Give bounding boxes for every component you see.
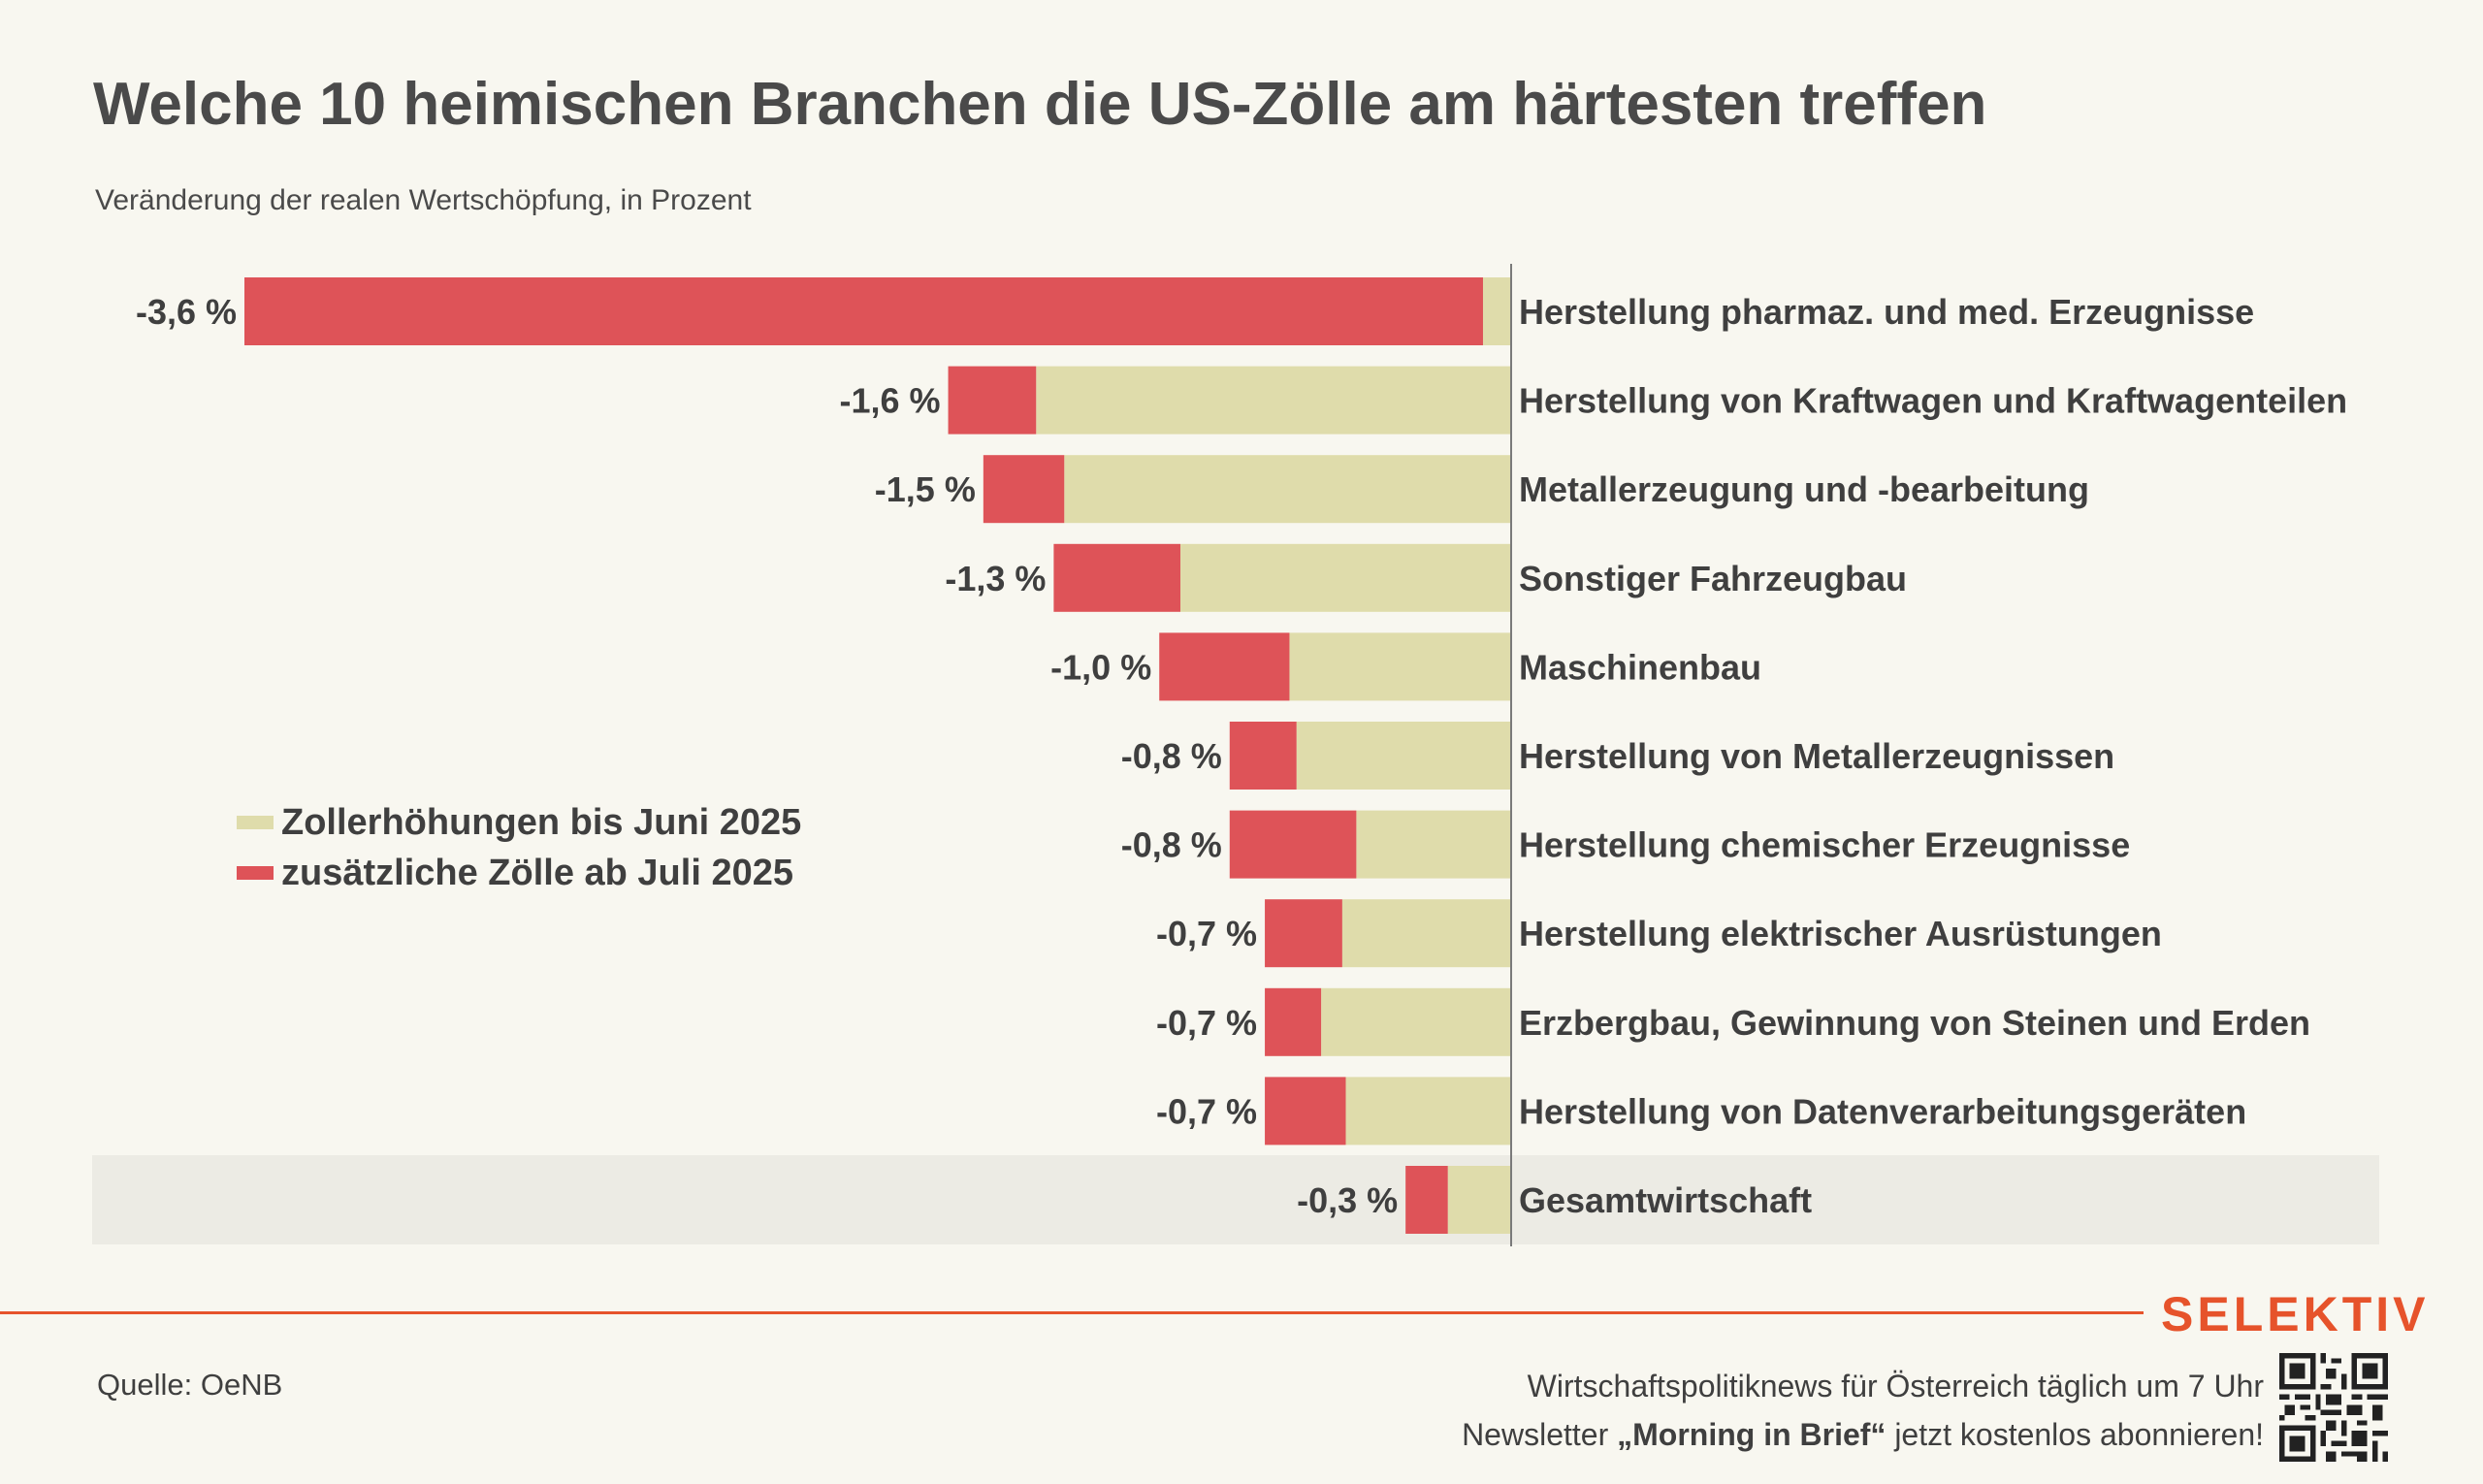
bar-july-herstellung-elektrischer-ausrustungen [1265, 899, 1342, 968]
legend-swatch-june [237, 816, 274, 829]
bar-july-herstellung-von-kraftwagen-und-kraftwagenteilen [948, 366, 1037, 435]
bar-july-herstellung-chemischer-erzeugnisse [1229, 810, 1357, 879]
value-label-metallerzeugung-und-bearbeitung: -1,5 % [875, 469, 976, 509]
newsletter-promo: Wirtschaftspolitiknews für Österreich tä… [1462, 1362, 2264, 1459]
footer-divider [0, 1311, 2144, 1314]
category-label-herstellung-von-kraftwagen-und-kraftwagenteilen: Herstellung von Kraftwagen und Kraftwage… [1519, 381, 2347, 421]
value-label-herstellung-elektrischer-ausrustungen: -0,7 % [1156, 914, 1257, 953]
bar-june-sonstiger-fahrzeugbau [1179, 543, 1511, 612]
bar-june-maschinenbau [1289, 632, 1511, 701]
bar-june-herstellung-pharmaz-und-med-erzeugnisse [1482, 277, 1511, 345]
bar-july-herstellung-von-datenverarbeitungsgeraten [1265, 1077, 1346, 1145]
bar-july-maschinenbau [1159, 632, 1290, 701]
chart-subtitle: Veränderung der realen Wertschöpfung, in… [95, 184, 752, 216]
legend: Zollerhöhungen bis Juni 2025 zusätzliche… [237, 797, 801, 898]
category-label-herstellung-von-metallerzeugnissen: Herstellung von Metallerzeugnissen [1519, 736, 2114, 776]
bar-june-erzbergbau-gewinnung-von-steinen-und-erden [1321, 987, 1511, 1056]
bar-july-erzbergbau-gewinnung-von-steinen-und-erden [1265, 987, 1322, 1056]
bar-june-metallerzeugung-und-bearbeitung [1064, 455, 1511, 524]
value-label-gesamtwirtschaft: -0,3 % [1297, 1180, 1398, 1220]
value-label-herstellung-von-metallerzeugnissen: -0,8 % [1121, 736, 1222, 776]
value-label-sonstiger-fahrzeugbau: -1,3 % [945, 559, 1046, 598]
legend-label-july: zusätzliche Zölle ab Juli 2025 [281, 852, 793, 893]
category-label-erzbergbau-gewinnung-von-steinen-und-erden: Erzbergbau, Gewinnung von Steinen und Er… [1519, 1003, 2310, 1043]
bar-july-sonstiger-fahrzeugbau [1053, 543, 1180, 612]
value-label-herstellung-von-datenverarbeitungsgeraten: -0,7 % [1156, 1091, 1257, 1131]
bar-chart: -3,6 % Herstellung pharmaz. und med. Erze… [92, 264, 2379, 1246]
category-label-gesamtwirtschaft: Gesamtwirtschaft [1519, 1180, 1812, 1220]
promo-line-1: Wirtschaftspolitiknews für Österreich tä… [1527, 1369, 2264, 1403]
category-label-herstellung-von-datenverarbeitungsgeraten: Herstellung von Datenverarbeitungsgeräte… [1519, 1091, 2246, 1131]
brand-logo: SELEKTIV [2161, 1287, 2430, 1341]
source-note: Quelle: OeNB [97, 1368, 283, 1402]
legend-item-july: zusätzliche Zölle ab Juli 2025 [237, 848, 801, 898]
category-label-sonstiger-fahrzeugbau: Sonstiger Fahrzeugbau [1519, 559, 1907, 598]
bar-july-herstellung-pharmaz-und-med-erzeugnisse [244, 277, 1483, 345]
chart-title: Welche 10 heimischen Branchen die US-Zöl… [93, 71, 1987, 138]
bar-july-gesamtwirtschaft [1405, 1166, 1448, 1234]
value-label-erzbergbau-gewinnung-von-steinen-und-erden: -0,7 % [1156, 1003, 1257, 1043]
category-label-herstellung-elektrischer-ausrustungen: Herstellung elektrischer Ausrüstungen [1519, 914, 2162, 953]
bar-june-herstellung-elektrischer-ausrustungen [1341, 899, 1511, 968]
promo-newsletter-name: „Morning in Brief“ [1617, 1417, 1886, 1452]
value-label-maschinenbau: -1,0 % [1050, 647, 1151, 687]
promo-line-2-post: jetzt kostenlos abonnieren! [1886, 1417, 2264, 1452]
bar-july-metallerzeugung-und-bearbeitung [983, 455, 1065, 524]
bar-july-herstellung-von-metallerzeugnissen [1229, 722, 1297, 790]
category-label-herstellung-chemischer-erzeugnisse: Herstellung chemischer Erzeugnisse [1519, 825, 2130, 865]
value-label-herstellung-pharmaz-und-med-erzeugnisse: -3,6 % [136, 292, 237, 332]
qr-code-icon[interactable] [2279, 1353, 2388, 1462]
bar-june-herstellung-chemischer-erzeugnisse [1356, 810, 1511, 879]
category-label-maschinenbau: Maschinenbau [1519, 647, 1761, 687]
promo-line-2: Newsletter „Morning in Brief“ jetzt kost… [1462, 1410, 2264, 1459]
category-label-herstellung-pharmaz-und-med-erzeugnisse: Herstellung pharmaz. und med. Erzeugniss… [1519, 292, 2254, 332]
bar-june-herstellung-von-metallerzeugnissen [1296, 722, 1511, 790]
bar-june-herstellung-von-datenverarbeitungsgeraten [1345, 1077, 1511, 1145]
value-label-herstellung-chemischer-erzeugnisse: -0,8 % [1121, 825, 1222, 865]
legend-label-june: Zollerhöhungen bis Juni 2025 [281, 801, 802, 843]
bar-june-herstellung-von-kraftwagen-und-kraftwagenteilen [1036, 366, 1511, 435]
value-label-herstellung-von-kraftwagen-und-kraftwagenteilen: -1,6 % [840, 381, 941, 421]
category-label-metallerzeugung-und-bearbeitung: Metallerzeugung und -bearbeitung [1519, 469, 2089, 509]
legend-swatch-july [237, 866, 274, 880]
legend-item-june: Zollerhöhungen bis Juni 2025 [237, 797, 801, 848]
promo-line-2-pre: Newsletter [1462, 1417, 1618, 1452]
bar-june-gesamtwirtschaft [1447, 1166, 1511, 1234]
highlight-band-gesamtwirtschaft [92, 1155, 2379, 1244]
